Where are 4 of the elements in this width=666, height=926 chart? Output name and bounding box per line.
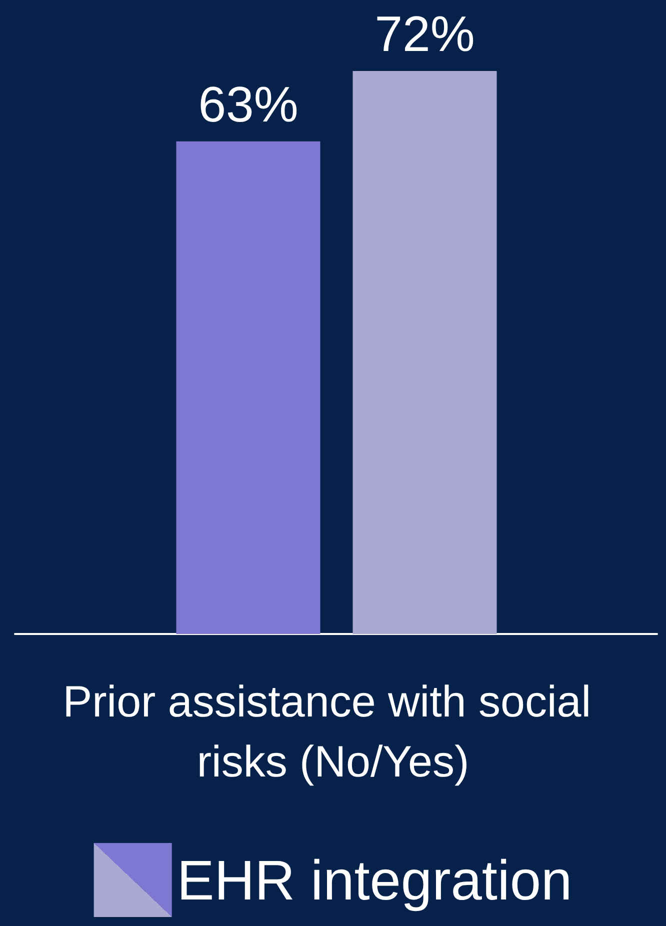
data-label: 72% <box>374 6 475 62</box>
data-label: 63% <box>198 76 298 132</box>
legend-label: EHR integration <box>176 848 572 912</box>
x-axis-title: Prior assistance with social risks (No/Yes) <box>62 678 604 786</box>
